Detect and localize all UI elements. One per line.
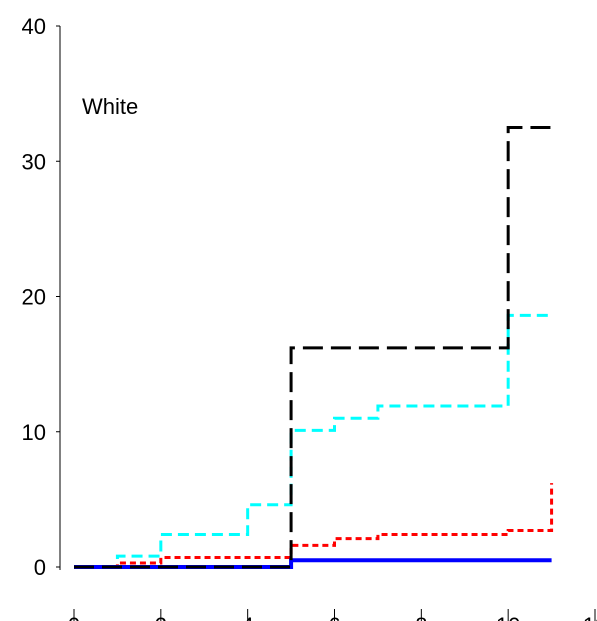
x-tick-label: 2: [155, 613, 167, 621]
y-tick-label: 10: [22, 420, 46, 445]
series-1-line: [74, 483, 554, 569]
series-2-line: [74, 558, 552, 569]
x-tick-label: 10: [496, 613, 520, 621]
series-0-line: [91, 313, 552, 569]
x-tick-label: 8: [415, 613, 427, 621]
x-tick-label: 0: [68, 613, 80, 621]
series-3-line: [74, 125, 552, 569]
panel-annotation: White: [82, 94, 138, 119]
x-axis: 0 2 4 6 8 10 12: [68, 609, 597, 621]
y-tick-label: 30: [22, 149, 46, 174]
y-tick-label: 20: [22, 285, 46, 310]
y-tick-label: 40: [22, 14, 46, 39]
y-axis: 0 10 20 30 40: [22, 14, 61, 580]
x-tick-label: 12: [583, 613, 597, 621]
x-tick-label: 6: [328, 613, 340, 621]
x-tick-label: 4: [242, 613, 254, 621]
series-layer: [74, 125, 554, 569]
y-tick-label: 0: [34, 555, 46, 580]
